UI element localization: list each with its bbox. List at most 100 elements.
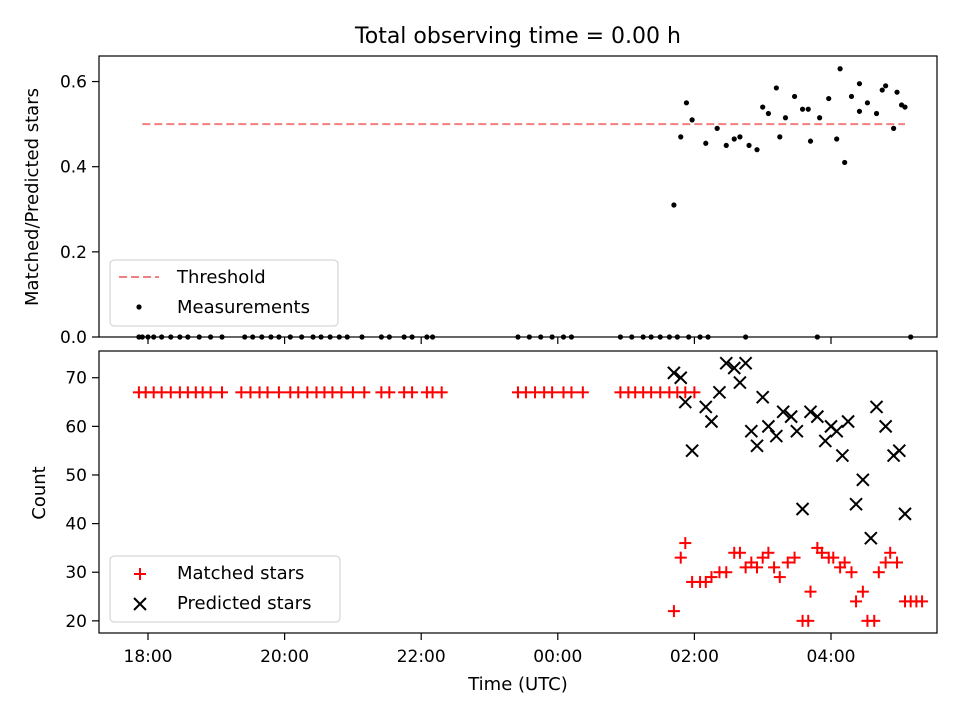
measurement-point — [765, 110, 771, 117]
measurement-point — [683, 100, 690, 106]
x-tick-label: 04:00 — [807, 647, 856, 667]
predicted-star-point — [750, 439, 764, 453]
measurement-point — [791, 93, 798, 100]
matched-star-point — [720, 566, 733, 579]
predicted-star-point — [755, 390, 770, 404]
predicted-star-point — [674, 371, 688, 385]
predicted-star-point — [678, 395, 693, 409]
top-x-ticks — [147, 337, 832, 344]
predicted-star-point — [803, 405, 818, 419]
x-tick-label: 20:00 — [260, 647, 309, 667]
predicted-star-point — [790, 424, 804, 438]
predicted-star-point — [892, 443, 907, 458]
matched-star-point — [868, 614, 881, 627]
matched-star-point — [788, 551, 801, 564]
measurement-point — [891, 125, 897, 131]
matched-star-point — [733, 546, 746, 559]
matched-star-point — [884, 546, 897, 559]
predicted-star-point — [841, 414, 855, 429]
x-tick-label: 22:00 — [397, 647, 446, 667]
measurements-legend-marker — [136, 304, 142, 310]
matched-star-point — [768, 561, 781, 574]
matched-star-point — [916, 595, 929, 608]
x-tick-label: 18:00 — [124, 647, 173, 667]
matched-star-point — [272, 386, 285, 399]
measurement-point — [746, 142, 752, 149]
y-tick-label: 0.4 — [60, 158, 87, 178]
predicted-star-point — [719, 356, 733, 370]
matched-star-point — [850, 595, 863, 608]
predicted-star-point — [864, 531, 878, 545]
measurement-point — [817, 115, 823, 121]
measurement-point — [834, 136, 840, 142]
matched-star-point — [872, 566, 885, 579]
predicted-star-point — [795, 502, 810, 516]
matched-star-point — [576, 386, 589, 399]
bottom-legend: Matched stars Predicted stars — [109, 555, 341, 623]
predicted-star-point — [856, 473, 870, 487]
predicted-star-point — [829, 424, 844, 438]
predicted-star-point — [733, 375, 747, 390]
measurement-point — [807, 138, 814, 144]
y-tick-label: 60 — [65, 417, 87, 437]
measurement-point — [856, 108, 863, 114]
measurement-point — [773, 85, 779, 91]
bottom-x-ticks: 18:00 20:00 22:00 00:00 02:00 04:00 — [124, 633, 856, 667]
matched-star-point — [879, 556, 892, 569]
top-legend-box — [109, 259, 339, 327]
predicted-star-point — [744, 424, 759, 438]
matched-star-point — [891, 556, 904, 569]
measurement-point — [760, 104, 766, 110]
bottom-y-axis-label: Count — [29, 466, 50, 519]
y-tick-label: 0.2 — [60, 243, 87, 263]
top-y-axis-label: Matched/Predicted stars — [22, 88, 43, 306]
matched-star-point — [406, 386, 419, 399]
predicted-star-point — [727, 361, 741, 375]
bottom-y-ticks: 20 30 40 50 60 70 — [65, 369, 99, 632]
measurement-point — [714, 125, 720, 131]
measurement-point — [837, 66, 843, 72]
measurement-point — [856, 81, 863, 87]
matched-star-point — [762, 546, 775, 559]
matched-star-point — [688, 386, 701, 399]
matched-star-point — [667, 605, 680, 618]
predicted-star-point — [667, 366, 681, 380]
top-legend: Threshold Measurements — [109, 259, 339, 327]
matched-star-point — [856, 585, 869, 598]
measurement-point — [805, 106, 811, 112]
matched-star-point — [705, 571, 718, 584]
matched-star-point — [358, 386, 371, 399]
y-tick-label: 50 — [65, 466, 87, 486]
matched-stars-legend-label: Matched stars — [177, 563, 304, 584]
threshold-legend-label: Threshold — [176, 267, 266, 288]
matched-star-point — [751, 561, 764, 574]
matched-star-point — [679, 537, 692, 550]
matched-star-point — [383, 386, 396, 399]
top-y-ticks: 0.0 0.2 0.4 0.6 — [60, 73, 99, 348]
matched-star-point — [335, 386, 348, 399]
top-axes-frame — [98, 55, 938, 338]
top-marks — [136, 66, 914, 340]
matched-star-point — [838, 556, 851, 569]
bottom-axes-frame — [98, 350, 938, 634]
matched-star-point — [261, 386, 274, 399]
predicted-star-point — [685, 443, 699, 458]
measurements-legend-label: Measurements — [177, 297, 310, 318]
measurement-point — [678, 134, 684, 140]
measurement-point — [799, 106, 806, 112]
measurement-point — [883, 83, 889, 89]
y-tick-label: 0.0 — [60, 328, 87, 348]
measurement-point — [777, 134, 783, 140]
predicted-star-point — [704, 414, 719, 429]
matched-stars-legend-marker — [134, 568, 146, 580]
measurement-point — [737, 134, 743, 140]
measurement-point — [703, 140, 709, 146]
measurement-point — [731, 136, 737, 142]
measurement-point — [894, 89, 900, 95]
measurement-point — [848, 93, 855, 100]
predicted-star-point — [769, 429, 784, 443]
measurement-point — [723, 142, 729, 149]
y-tick-label: 70 — [65, 369, 87, 389]
measurement-point — [671, 202, 677, 208]
y-tick-label: 20 — [65, 612, 87, 632]
